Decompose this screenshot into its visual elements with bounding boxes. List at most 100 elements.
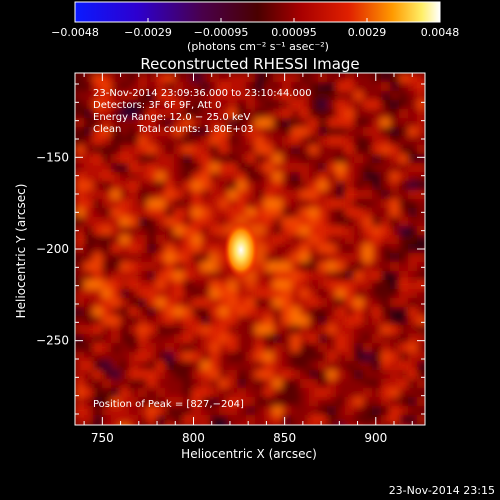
heatmap-cell (345, 334, 355, 344)
heatmap-cell (174, 91, 184, 101)
heatmap-cell (327, 226, 337, 236)
heatmap-cell (111, 280, 121, 290)
heatmap-cell (192, 406, 202, 416)
heatmap-cell (219, 82, 229, 92)
heatmap-cell (201, 73, 211, 83)
heatmap-cell (309, 91, 319, 101)
heatmap-cell (147, 325, 157, 335)
heatmap-cell (264, 289, 274, 299)
heatmap-cell (201, 208, 211, 218)
heatmap-cell (381, 172, 391, 182)
heatmap-cell (300, 208, 310, 218)
heatmap-cell (399, 415, 409, 425)
heatmap-cell (165, 199, 175, 209)
heatmap-cell (129, 154, 139, 164)
heatmap-cell (291, 235, 301, 245)
heatmap-cell (147, 289, 157, 299)
heatmap-cell (165, 235, 175, 245)
heatmap-cell (138, 217, 148, 227)
heatmap-cell (138, 127, 148, 137)
heatmap-cell (345, 190, 355, 200)
heatmap-cell (399, 343, 409, 353)
heatmap-cell (156, 109, 166, 119)
heatmap-cell (318, 136, 328, 146)
heatmap-cell (255, 163, 265, 173)
heatmap-cell (201, 190, 211, 200)
heatmap-cell (111, 406, 121, 416)
heatmap-cell (309, 280, 319, 290)
heatmap-cell (219, 208, 229, 218)
heatmap-cell (192, 379, 202, 389)
heatmap-cell (408, 244, 418, 254)
heatmap-cell (417, 316, 425, 326)
heatmap-cell (237, 379, 247, 389)
heatmap-cell (102, 154, 112, 164)
heatmap-cell (219, 172, 229, 182)
heatmap-cell (165, 334, 175, 344)
heatmap-cell (165, 343, 175, 353)
heatmap-cell (354, 127, 364, 137)
heatmap-cell (390, 262, 400, 272)
heatmap-cell (165, 217, 175, 227)
heatmap-cell (174, 118, 184, 128)
heatmap (75, 73, 425, 425)
heatmap-cell (174, 226, 184, 236)
heatmap-cell (372, 82, 382, 92)
heatmap-cell (363, 289, 373, 299)
heatmap-cell (237, 370, 247, 380)
heatmap-cell (93, 262, 103, 272)
heatmap-cell (138, 82, 148, 92)
heatmap-cell (75, 163, 85, 173)
heatmap-cell (129, 280, 139, 290)
heatmap-cell (390, 199, 400, 209)
heatmap-cell (174, 388, 184, 398)
heatmap-cell (399, 352, 409, 362)
heatmap-cell (246, 172, 256, 182)
heatmap-cell (183, 316, 193, 326)
heatmap-cell (381, 361, 391, 371)
colorbar-tick-label: 0.00095 (271, 26, 317, 39)
heatmap-cell (156, 271, 166, 281)
heatmap-cell (390, 109, 400, 119)
heatmap-cell (273, 73, 283, 83)
heatmap-cell (291, 73, 301, 83)
heatmap-cell (93, 82, 103, 92)
heatmap-cell (174, 217, 184, 227)
heatmap-cell (273, 262, 283, 272)
heatmap-cell (327, 298, 337, 308)
heatmap-cell (381, 136, 391, 146)
heatmap-cell (246, 181, 256, 191)
heatmap-cell (336, 73, 346, 83)
heatmap-cell (417, 181, 425, 191)
heatmap-cell (255, 325, 265, 335)
heatmap-cell (354, 118, 364, 128)
heatmap-cell (282, 298, 292, 308)
heatmap-cell (372, 361, 382, 371)
heatmap-cell (210, 388, 220, 398)
heatmap-cell (210, 145, 220, 155)
heatmap-cell (129, 316, 139, 326)
heatmap-cell (174, 370, 184, 380)
heatmap-cell (264, 298, 274, 308)
heatmap-cell (192, 208, 202, 218)
heatmap-cell (219, 100, 229, 110)
heatmap-cell (273, 154, 283, 164)
heatmap-cell (210, 316, 220, 326)
heatmap-cell (291, 406, 301, 416)
heatmap-cell (138, 262, 148, 272)
heatmap-cell (246, 73, 256, 83)
heatmap-cell (246, 145, 256, 155)
heatmap-cell (201, 109, 211, 119)
heatmap-cell (129, 388, 139, 398)
heatmap-cell (210, 172, 220, 182)
heatmap-cell (345, 280, 355, 290)
heatmap-cell (354, 406, 364, 416)
heatmap-cell (417, 172, 425, 182)
heatmap-cell (129, 307, 139, 317)
heatmap-cell (147, 280, 157, 290)
heatmap-cell (84, 163, 94, 173)
heatmap-cell (363, 406, 373, 416)
heatmap-cell (201, 145, 211, 155)
heatmap-cell (192, 280, 202, 290)
heatmap-cell (129, 226, 139, 236)
